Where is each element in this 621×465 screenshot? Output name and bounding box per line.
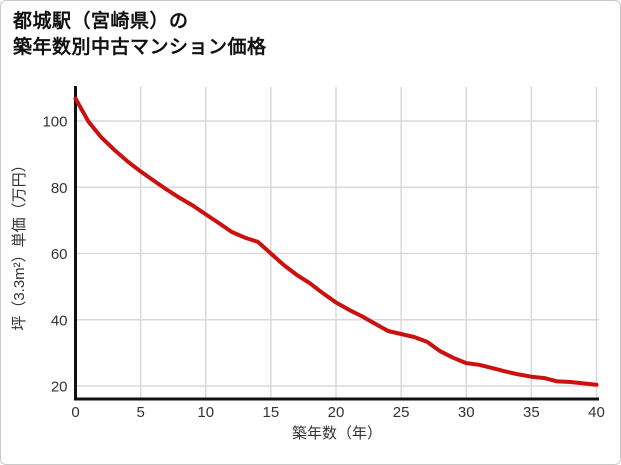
axes-spines [74, 86, 599, 401]
tick-labels: 20 40 60 80 100 0 5 10 15 20 25 30 35 40 [42, 114, 604, 422]
y-tick-label: 20 [51, 379, 68, 396]
x-tick-label: 0 [71, 404, 79, 421]
price-line-series [73, 96, 599, 387]
y-tick-label: 60 [51, 246, 68, 263]
y-axis-label: 坪（3.3m²）単価（万円） [11, 157, 28, 330]
x-tick-label: 15 [263, 404, 280, 421]
y-tick-label: 40 [51, 312, 68, 329]
x-tick-label: 5 [136, 404, 144, 421]
x-axis-label: 築年数（年） [292, 424, 382, 442]
chart-title-line1: 都城駅（宮崎県）の [13, 11, 189, 32]
x-tick-label: 35 [523, 404, 540, 421]
price-line [73, 96, 599, 387]
x-tick-label: 25 [393, 404, 410, 421]
x-tick-label: 40 [588, 404, 605, 421]
chart-title-line2: 築年数別中古マンション価格 [13, 37, 267, 58]
y-tick-label: 100 [42, 114, 67, 131]
x-tick-label: 10 [197, 404, 214, 421]
chart-title: 都城駅（宮崎県）の 築年数別中古マンション価格 [13, 9, 267, 61]
x-tick-label: 20 [328, 404, 345, 421]
x-tick-label: 30 [458, 404, 475, 421]
y-tick-label: 80 [51, 180, 68, 197]
gridlines [75, 87, 599, 399]
